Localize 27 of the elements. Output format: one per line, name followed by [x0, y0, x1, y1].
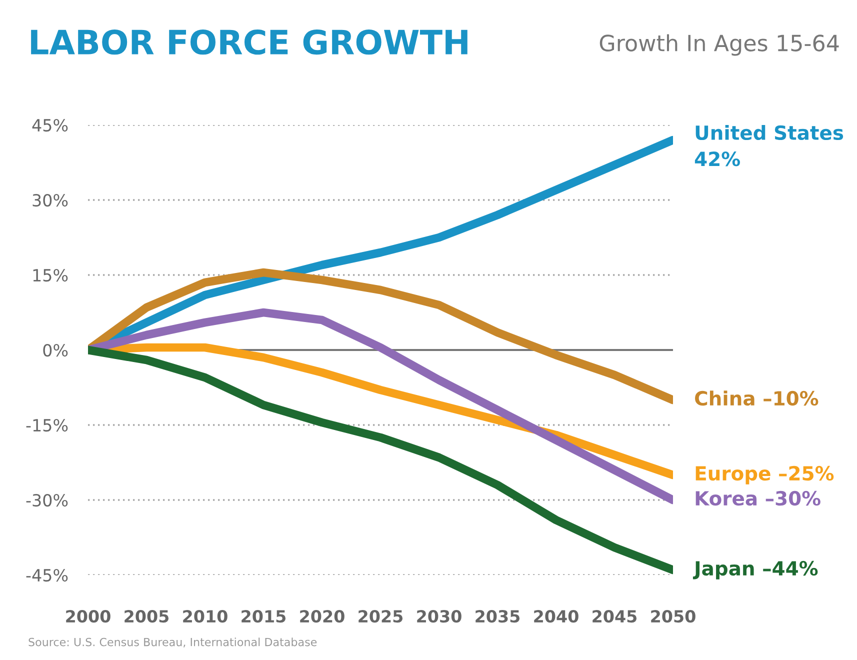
- x-tick-label: 2010: [183, 610, 228, 623]
- x-tick-label: 2015: [242, 610, 286, 623]
- y-tick-label: 45%: [32, 118, 68, 132]
- y-tick-label: 15%: [33, 268, 68, 282]
- x-tick-label: 2020: [300, 610, 344, 623]
- chart-title: LABOR FORCE GROWTH: [31, 29, 468, 55]
- data-label: 42%: [694, 152, 740, 166]
- x-tick-label: 2030: [417, 610, 462, 623]
- y-tick-label: 0%: [43, 344, 68, 357]
- x-tick-label: 2040: [534, 610, 578, 623]
- text: Growth In Ages 15-64: [600, 34, 839, 56]
- source-note: Source: U.S. Census Bureau, International Database: [28, 638, 317, 648]
- x-tick-label: 2005: [124, 610, 169, 623]
- x-tick-label: 2050: [651, 610, 696, 623]
- y-tick-label: -15%: [26, 418, 68, 432]
- y-tick-label: -45%: [26, 568, 68, 582]
- x-tick-label: 2025: [358, 610, 403, 623]
- text: China –10%: [695, 390, 818, 406]
- x-tick-label: 2045: [592, 610, 637, 623]
- series-label: United States: [696, 125, 844, 140]
- y-tick-label: 30%: [32, 194, 68, 207]
- x-tick-label: 2000: [66, 610, 110, 623]
- x-tick-label: 2035: [476, 610, 520, 623]
- y-tick-label: -30%: [26, 494, 68, 507]
- text: Europe –25%: [696, 466, 834, 484]
- text: Korea –30%: [696, 490, 820, 506]
- text: Japan –44%: [692, 560, 818, 580]
